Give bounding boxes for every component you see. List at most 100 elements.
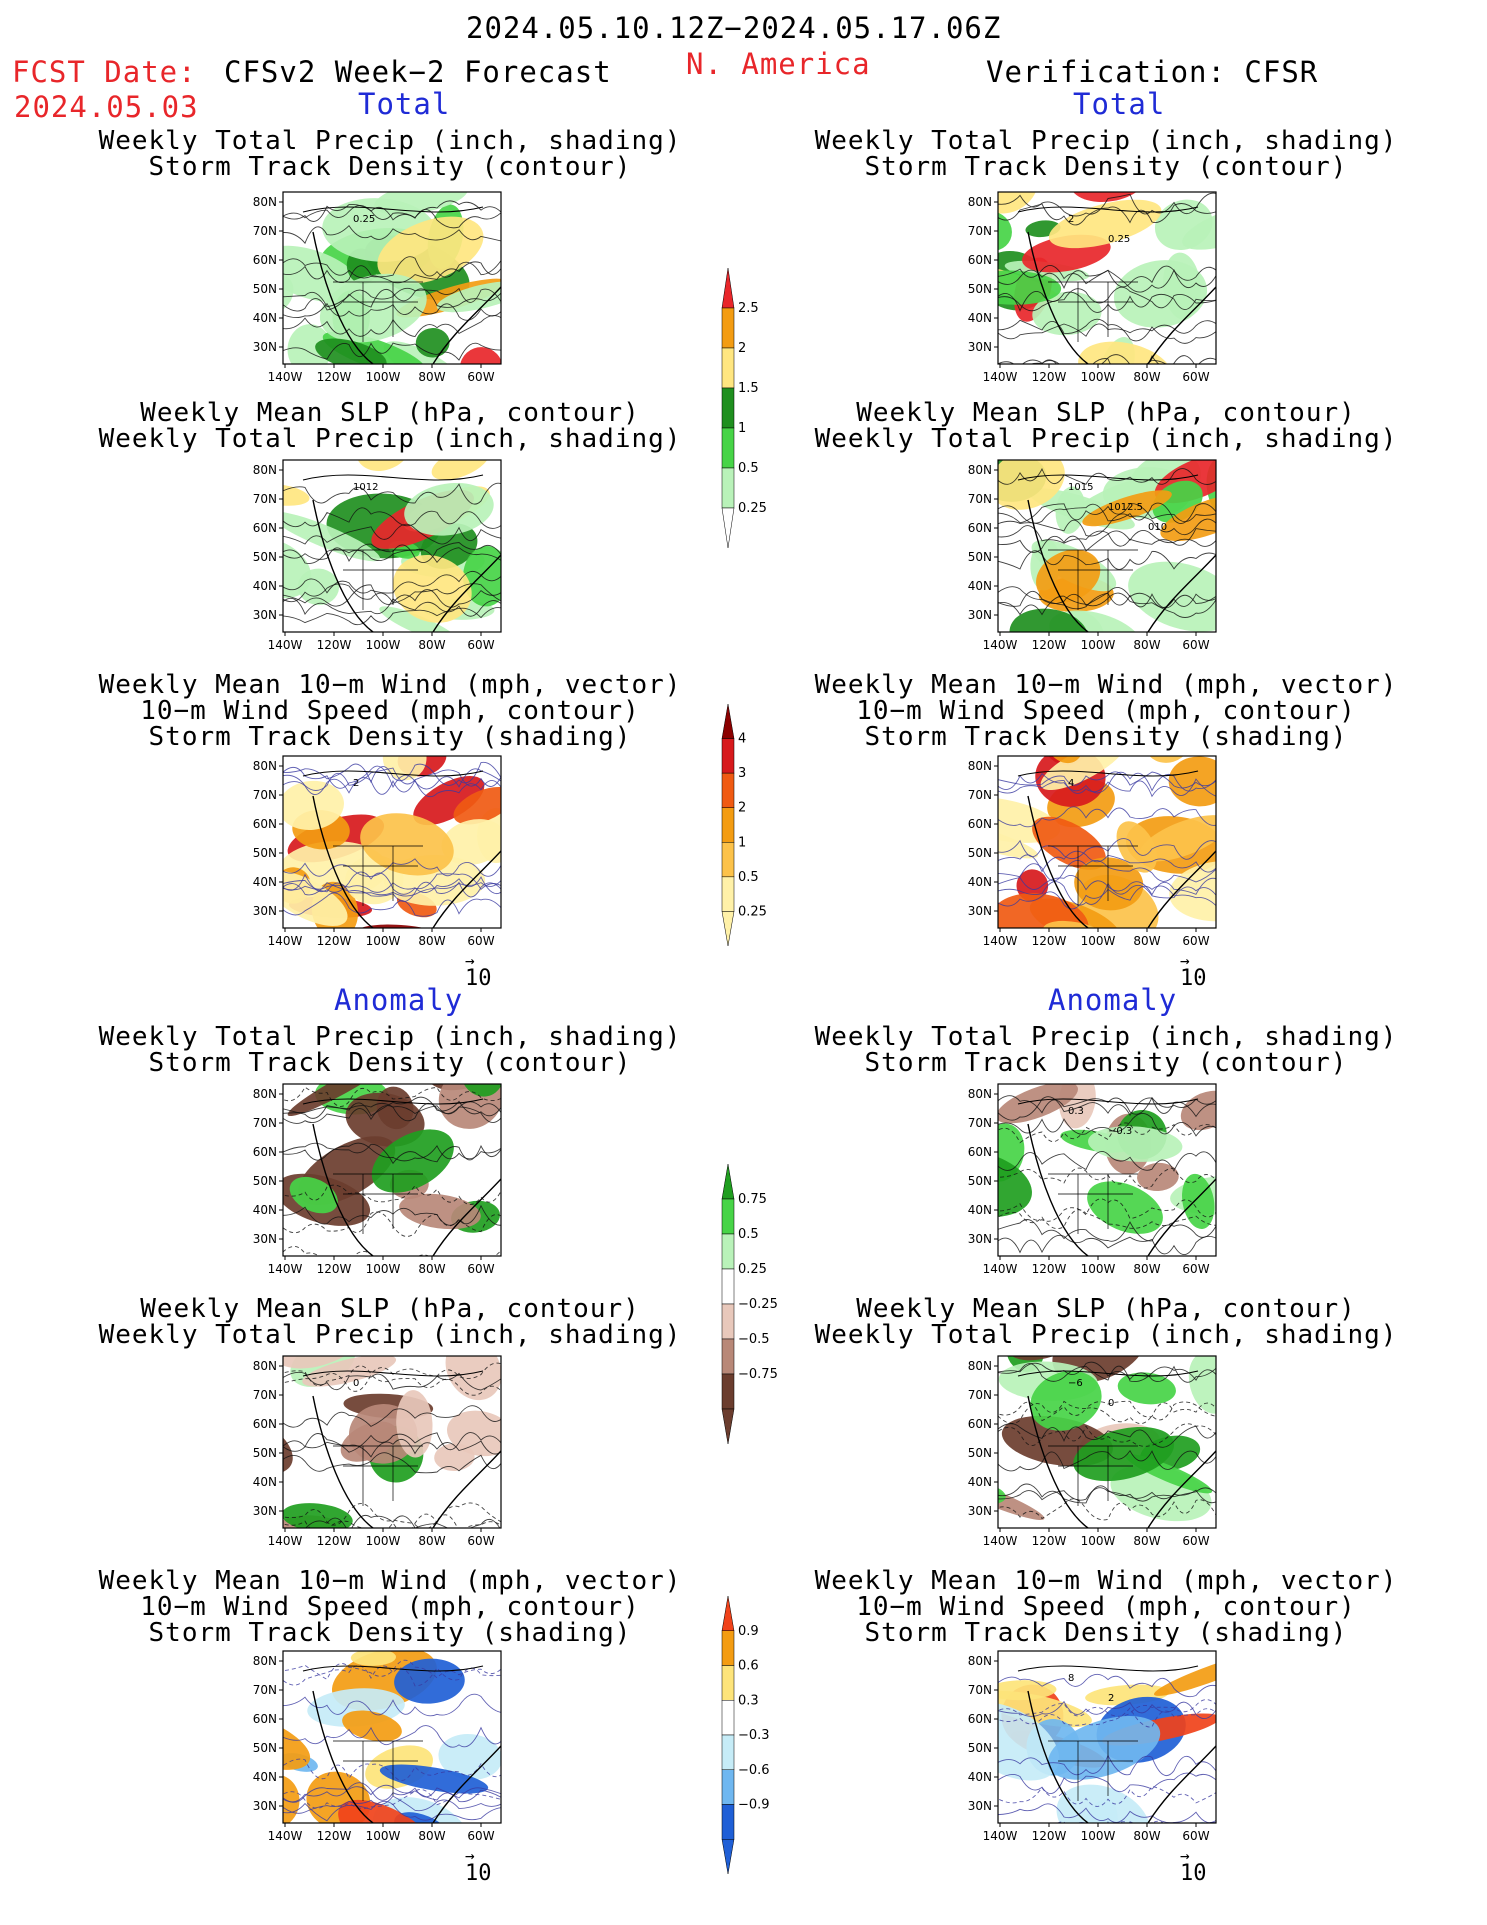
- lat-tick-label: 30N: [253, 340, 277, 354]
- lat-tick-label: 40N: [253, 1770, 277, 1784]
- lon-tick-label: 120W: [1032, 1534, 1067, 1548]
- lat-tick-label: 60N: [253, 253, 277, 267]
- lat-tick-label: 80N: [968, 1087, 992, 1101]
- lat-tick-label: 60N: [968, 1712, 992, 1726]
- map-panel-fcst-anom-wind: 80N 70N 60N 50N 40N 30N 140W 120W 100W 80W 60W: [253, 1650, 502, 1843]
- lon-tick-label: 120W: [1032, 934, 1067, 948]
- lat-tick-label: 70N: [968, 1116, 992, 1130]
- colorbar-storm: 4 3 2 1 0.5 0.25: [721, 703, 767, 947]
- section-anomaly-left: Anomaly: [334, 983, 464, 1017]
- lon-tick-label: 120W: [317, 370, 352, 384]
- panel-title-line: Weekly Mean 10−m Wind (mph, vector): [98, 1566, 682, 1596]
- lon-tick-label: 60W: [1182, 1829, 1209, 1843]
- lon-tick-label: 60W: [467, 1534, 494, 1548]
- verification-title: Verification: CFSR: [986, 55, 1319, 89]
- colorbar-label: 2: [738, 801, 746, 816]
- lat-tick-label: 60N: [968, 253, 992, 267]
- lon-tick-label: 100W: [366, 934, 401, 948]
- lat-tick-label: 80N: [253, 759, 277, 773]
- map-panel-ver-anom-precip: 0.3 −0.3 80N 70N 60N 50N 40N 30N 140W 120W 100W 80W…: [968, 1083, 1217, 1276]
- section-total-right: Total: [1073, 87, 1166, 121]
- lat-tick-label: 60N: [253, 1712, 277, 1726]
- colorbar-label: −0.6: [738, 1763, 770, 1778]
- contour-label: 2: [1108, 1693, 1114, 1704]
- panel-title-line: 10−m Wind Speed (mph, contour): [856, 1592, 1356, 1622]
- lat-tick-label: 30N: [968, 608, 992, 622]
- lon-tick-label: 80W: [418, 1534, 445, 1548]
- lat-tick-label: 50N: [253, 550, 277, 564]
- lon-tick-label: 80W: [418, 638, 445, 652]
- lat-tick-label: 60N: [253, 817, 277, 831]
- region-title: N. America: [686, 47, 871, 81]
- lon-tick-label: 100W: [1081, 1829, 1116, 1843]
- panel-title-line: 10−m Wind Speed (mph, contour): [140, 1592, 640, 1622]
- lat-tick-label: 40N: [968, 875, 992, 889]
- colorbar-label: 0.3: [738, 1693, 759, 1708]
- map-panel-fcst-total-slp: 1012 80N 70N 60N 50N 40N 30N 140W 120W 100W 80W 60W: [253, 459, 502, 652]
- lon-tick-label: 80W: [418, 1829, 445, 1843]
- lat-tick-label: 70N: [253, 224, 277, 238]
- panel-title-line: Weekly Total Precip (inch, shading): [98, 424, 682, 454]
- map-panel-ver-anom-wind: 8 2 80N 70N 60N 50N 40N 30N 140W 120W 100W 80W 60W: [968, 1650, 1217, 1843]
- colorbar-label: 0.9: [738, 1624, 759, 1639]
- lon-tick-label: 140W: [983, 1534, 1018, 1548]
- contour-label: 0.25: [353, 214, 375, 225]
- contour-label: 0.3: [1068, 1106, 1084, 1117]
- contour-label: 2: [1068, 214, 1074, 225]
- lon-tick-label: 80W: [1133, 1829, 1160, 1843]
- lon-tick-label: 100W: [366, 1262, 401, 1276]
- lon-tick-label: 120W: [317, 934, 352, 948]
- lon-tick-label: 80W: [418, 370, 445, 384]
- lat-tick-label: 70N: [968, 788, 992, 802]
- lon-tick-label: 80W: [1133, 638, 1160, 652]
- lat-tick-label: 60N: [968, 1417, 992, 1431]
- panel-title-line: Weekly Total Precip (inch, shading): [814, 1022, 1398, 1052]
- lat-tick-label: 60N: [968, 817, 992, 831]
- panel-title-line: Weekly Total Precip (inch, shading): [814, 1320, 1398, 1350]
- lon-tick-label: 120W: [1032, 370, 1067, 384]
- colorbar-label: 0.25: [738, 904, 767, 919]
- colorbar-label: −0.3: [738, 1728, 770, 1743]
- lat-tick-label: 40N: [968, 1203, 992, 1217]
- colorbar-label: 2.5: [738, 301, 759, 316]
- lon-tick-label: 140W: [983, 1829, 1018, 1843]
- map-panel-fcst-anom-precip: 80N 70N 60N 50N 40N 30N 140W 120W 100W 80W 60W: [253, 1083, 502, 1276]
- lon-tick-label: 80W: [1133, 370, 1160, 384]
- lat-tick-label: 50N: [253, 282, 277, 296]
- vector-reference-value: 10: [1180, 1861, 1207, 1886]
- lat-tick-label: 40N: [968, 311, 992, 325]
- colorbar-label: −0.9: [738, 1798, 770, 1813]
- colorbar-label: −0.25: [738, 1297, 778, 1312]
- contour-label: 0: [1108, 1398, 1114, 1409]
- lon-tick-label: 120W: [317, 1829, 352, 1843]
- panel-title-line: Weekly Total Precip (inch, shading): [98, 126, 682, 156]
- date-range-title: 2024.05.10.12Z−2024.05.17.06Z: [466, 11, 1002, 45]
- contour-label: 0.25: [1108, 234, 1130, 245]
- lon-tick-label: 120W: [317, 638, 352, 652]
- lon-tick-label: 120W: [1032, 1829, 1067, 1843]
- lat-tick-label: 40N: [253, 579, 277, 593]
- colorbar-label: 1: [738, 421, 746, 436]
- lon-tick-label: 140W: [268, 1829, 303, 1843]
- colorbar-precip_anom: 0.75 0.5 0.25 −0.25 −0.5 −0.75: [721, 1163, 778, 1445]
- panel-title-line: 10−m Wind Speed (mph, contour): [140, 696, 640, 726]
- lat-tick-label: 30N: [968, 340, 992, 354]
- lon-tick-label: 140W: [983, 1262, 1018, 1276]
- contour-label: 1012.5: [1108, 502, 1143, 513]
- lon-tick-label: 140W: [983, 370, 1018, 384]
- lat-tick-label: 30N: [968, 1232, 992, 1246]
- contour-label: 2: [353, 778, 359, 789]
- contour-label: 1015: [1068, 482, 1093, 493]
- panel-title-line: Storm Track Density (shading): [864, 1618, 1348, 1648]
- panel-title-line: Storm Track Density (shading): [864, 722, 1348, 752]
- lat-tick-label: 70N: [253, 788, 277, 802]
- lat-tick-label: 70N: [968, 1388, 992, 1402]
- panel-title-line: Storm Track Density (contour): [864, 1048, 1348, 1078]
- lon-tick-label: 120W: [317, 1534, 352, 1548]
- panel-title-line: Weekly Mean SLP (hPa, contour): [140, 1294, 640, 1324]
- lat-tick-label: 80N: [968, 195, 992, 209]
- lon-tick-label: 120W: [317, 1262, 352, 1276]
- contour-label: 4: [1068, 778, 1074, 789]
- vector-reference: → 10: [465, 951, 492, 992]
- lon-tick-label: 140W: [268, 1262, 303, 1276]
